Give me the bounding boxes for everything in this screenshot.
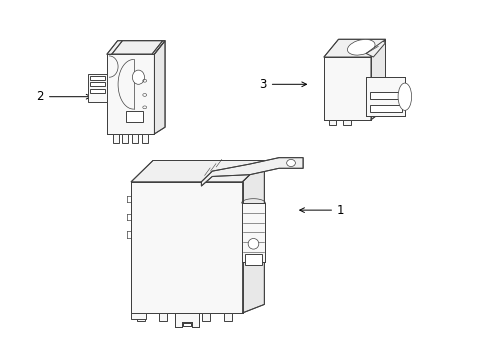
Polygon shape	[107, 41, 165, 54]
Polygon shape	[131, 313, 146, 319]
Polygon shape	[329, 120, 336, 125]
Text: 2: 2	[36, 90, 91, 103]
Polygon shape	[113, 134, 119, 143]
Polygon shape	[366, 77, 405, 116]
Polygon shape	[324, 39, 386, 57]
Polygon shape	[131, 182, 243, 313]
Polygon shape	[366, 41, 386, 57]
Ellipse shape	[248, 238, 259, 249]
Ellipse shape	[347, 40, 375, 55]
Polygon shape	[90, 89, 105, 93]
Polygon shape	[154, 41, 165, 134]
Ellipse shape	[398, 83, 412, 111]
Polygon shape	[112, 41, 163, 54]
Ellipse shape	[132, 70, 145, 84]
Polygon shape	[131, 161, 265, 182]
Polygon shape	[132, 134, 138, 143]
Polygon shape	[183, 323, 191, 327]
Polygon shape	[126, 111, 143, 122]
Text: 3: 3	[259, 78, 307, 91]
Polygon shape	[371, 39, 386, 120]
Polygon shape	[90, 82, 105, 86]
Polygon shape	[370, 92, 402, 99]
Polygon shape	[243, 161, 265, 313]
Polygon shape	[137, 313, 145, 321]
Polygon shape	[201, 158, 303, 186]
Polygon shape	[122, 134, 128, 143]
Polygon shape	[224, 313, 232, 321]
Polygon shape	[202, 313, 210, 321]
Polygon shape	[181, 313, 188, 321]
Polygon shape	[90, 76, 105, 80]
Polygon shape	[142, 134, 147, 143]
Polygon shape	[324, 57, 371, 120]
Text: 1: 1	[300, 204, 344, 217]
Polygon shape	[343, 120, 351, 125]
Polygon shape	[245, 255, 262, 265]
Polygon shape	[370, 105, 402, 112]
Polygon shape	[107, 54, 154, 134]
Polygon shape	[88, 74, 107, 102]
Ellipse shape	[287, 159, 295, 167]
Polygon shape	[175, 313, 199, 327]
Polygon shape	[159, 313, 167, 321]
Polygon shape	[242, 203, 266, 261]
